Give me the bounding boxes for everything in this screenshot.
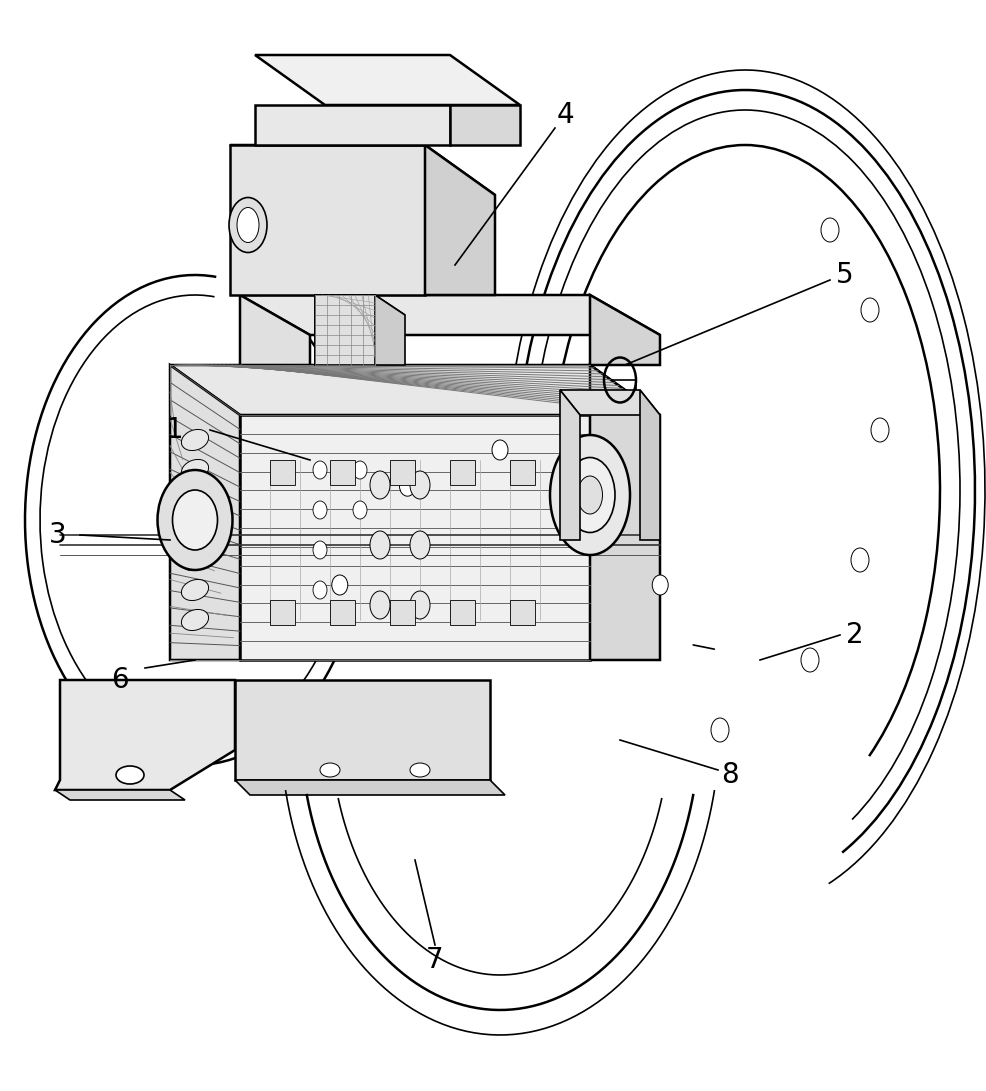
Ellipse shape [821, 218, 839, 242]
Polygon shape [560, 389, 580, 540]
Ellipse shape [410, 471, 430, 499]
Polygon shape [315, 295, 375, 365]
Ellipse shape [313, 461, 327, 479]
Ellipse shape [181, 550, 209, 571]
Polygon shape [240, 295, 310, 365]
Ellipse shape [181, 430, 209, 451]
Text: 4: 4 [556, 101, 574, 129]
Polygon shape [590, 365, 660, 660]
Ellipse shape [173, 490, 218, 550]
Polygon shape [235, 780, 505, 795]
Ellipse shape [410, 763, 430, 777]
Polygon shape [255, 55, 520, 105]
Ellipse shape [313, 541, 327, 559]
Polygon shape [390, 460, 415, 485]
Polygon shape [170, 365, 660, 415]
Ellipse shape [331, 575, 348, 595]
Text: 3: 3 [49, 521, 67, 549]
Polygon shape [230, 145, 425, 295]
Ellipse shape [871, 418, 889, 442]
Polygon shape [240, 415, 590, 660]
Text: 1: 1 [167, 416, 183, 444]
Polygon shape [510, 600, 535, 625]
Polygon shape [590, 295, 660, 365]
Text: 2: 2 [846, 621, 864, 649]
Ellipse shape [565, 457, 615, 532]
Ellipse shape [181, 519, 209, 540]
Ellipse shape [237, 207, 259, 242]
Ellipse shape [313, 501, 327, 519]
Ellipse shape [320, 763, 340, 777]
Text: 8: 8 [721, 762, 739, 789]
Polygon shape [450, 600, 475, 625]
Ellipse shape [229, 197, 267, 252]
Ellipse shape [181, 459, 209, 480]
Polygon shape [230, 145, 495, 195]
Text: 5: 5 [836, 261, 854, 289]
Ellipse shape [181, 610, 209, 631]
Ellipse shape [851, 548, 869, 572]
Ellipse shape [550, 435, 630, 555]
Polygon shape [255, 105, 450, 145]
Polygon shape [240, 295, 660, 335]
Ellipse shape [353, 461, 367, 479]
Polygon shape [55, 680, 235, 790]
Ellipse shape [370, 591, 390, 619]
Polygon shape [450, 460, 475, 485]
Polygon shape [560, 389, 660, 415]
Ellipse shape [585, 476, 600, 496]
Polygon shape [270, 600, 295, 625]
Polygon shape [375, 295, 405, 365]
Text: 7: 7 [426, 946, 444, 974]
Polygon shape [450, 105, 520, 145]
Polygon shape [315, 295, 375, 365]
Ellipse shape [492, 440, 508, 460]
Ellipse shape [399, 476, 415, 496]
Ellipse shape [578, 476, 602, 514]
Ellipse shape [410, 531, 430, 559]
Ellipse shape [652, 575, 669, 595]
Ellipse shape [181, 579, 209, 600]
Ellipse shape [861, 298, 879, 322]
Polygon shape [425, 145, 495, 295]
Polygon shape [330, 600, 355, 625]
Polygon shape [235, 680, 490, 780]
Polygon shape [330, 460, 355, 485]
Text: 6: 6 [111, 666, 129, 694]
Ellipse shape [711, 718, 729, 742]
Polygon shape [270, 460, 295, 485]
Ellipse shape [158, 470, 233, 570]
Polygon shape [170, 365, 240, 660]
Ellipse shape [313, 582, 327, 599]
Ellipse shape [370, 471, 390, 499]
Polygon shape [510, 460, 535, 485]
Polygon shape [55, 790, 185, 800]
Polygon shape [640, 389, 660, 540]
Ellipse shape [801, 648, 819, 672]
Ellipse shape [410, 591, 430, 619]
Polygon shape [315, 295, 405, 315]
Ellipse shape [370, 531, 390, 559]
Polygon shape [390, 600, 415, 625]
Ellipse shape [116, 766, 144, 784]
Ellipse shape [181, 490, 209, 511]
Ellipse shape [353, 501, 367, 519]
